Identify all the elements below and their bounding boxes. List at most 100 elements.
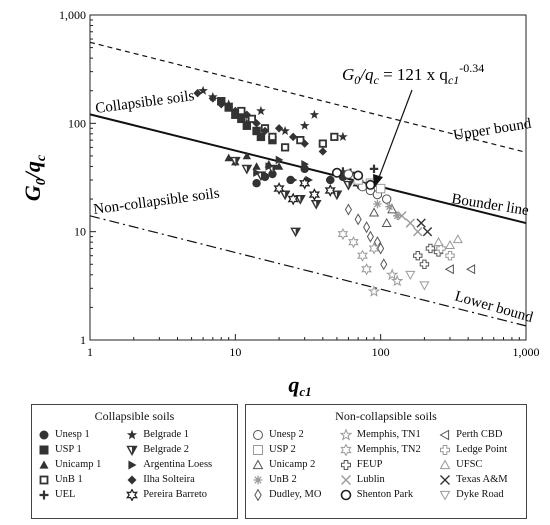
data-point [229, 156, 241, 167]
legend-item: Memphis, TN2 [340, 442, 433, 457]
legend-item-label: Dyke Road [456, 489, 504, 500]
legend-item: Dudley, MO [252, 487, 334, 502]
legend-item: FEUP [340, 457, 433, 472]
legend-marker [39, 430, 49, 439]
data-point [280, 143, 290, 152]
series-shenton-park [331, 167, 376, 190]
legend-item: USP 1 [38, 442, 120, 457]
legend-marker [254, 488, 262, 501]
legend-marker-icon [253, 475, 263, 484]
legend-item-label: Unesp 2 [269, 429, 304, 440]
data-point [324, 183, 336, 197]
legend-marker-icon [340, 489, 352, 500]
series-unb-1 [237, 106, 339, 152]
data-point [375, 183, 386, 194]
legend-item-label: Pereira Barreto [143, 489, 208, 500]
legend-marker-icon [39, 430, 49, 439]
data-point [361, 263, 372, 276]
legend-marker [128, 460, 137, 469]
series-belgrade-1 [198, 85, 348, 141]
legend-marker-icon [339, 428, 352, 441]
data-point [296, 136, 305, 145]
data-point [391, 274, 404, 287]
data-point [193, 88, 202, 98]
legend-marker [340, 489, 352, 500]
legend-item: Pereira Barreto [126, 487, 231, 502]
data-point [309, 109, 320, 119]
data-point [224, 103, 233, 112]
series-texas-a-m [416, 218, 433, 237]
legend-item-label: USP 1 [55, 444, 82, 455]
data-point [405, 218, 416, 228]
legend-marker-icon [127, 429, 138, 439]
legend-item-label: Unicamp 1 [55, 459, 102, 470]
data-point [466, 264, 476, 275]
data-point [280, 125, 290, 136]
data-point [338, 131, 348, 141]
series-lublin [397, 211, 423, 237]
data-point [416, 218, 426, 228]
equation-label: G0/qc = 121 x qc1-0.34 [342, 61, 484, 87]
legend-collapsible-title: Collapsible soils [94, 409, 175, 423]
y-tick-label: 1 [80, 333, 86, 347]
data-point [242, 121, 252, 130]
series-perth-cbd [444, 264, 476, 275]
series-ledge-point [436, 243, 455, 261]
data-point [452, 234, 463, 244]
series-unicamp-2 [368, 204, 398, 227]
data-point [344, 203, 352, 216]
data-point [337, 227, 349, 241]
legend-item: Unicamp 2 [252, 457, 334, 472]
data-point [287, 192, 299, 206]
data-point [363, 221, 371, 234]
data-point [256, 105, 266, 116]
legend-item-label: Texas A&M [456, 474, 508, 485]
lower-bound-line [89, 215, 527, 327]
legend-item: Belgrade 1 [126, 427, 231, 442]
data-point [308, 188, 321, 202]
legend-marker [39, 460, 49, 469]
data-point [255, 171, 267, 182]
equation-arrowhead [373, 174, 383, 188]
legend-item-label: Memphis, TN2 [356, 444, 421, 455]
legend-marker [39, 490, 49, 499]
data-point [419, 259, 430, 269]
series-dudley-mo [344, 203, 388, 271]
legend-item: UnB 1 [38, 472, 120, 487]
data-point [397, 211, 407, 221]
data-point [393, 211, 402, 221]
legend-marker [127, 429, 138, 439]
data-point [385, 202, 394, 211]
plot-frame [89, 14, 527, 341]
legend-marker-icon [254, 488, 262, 501]
data-points [193, 85, 476, 297]
legend-marker [340, 474, 351, 485]
legend-marker [253, 475, 263, 484]
data-point [444, 239, 456, 250]
legend-marker-icon [439, 458, 451, 469]
data-point [386, 268, 399, 281]
legend-marker [439, 458, 451, 469]
chart-svg: 1 10 100 1,000 1 10 100 1,000 G0/qc qc1 G0/qc =… [20, 8, 540, 399]
axis-ticks: 1 10 100 1,000 1 10 100 1,000 [59, 8, 540, 359]
data-point [242, 151, 252, 160]
x-tick-label: 1 [87, 345, 93, 359]
legend-item-label: Argentina Loess [143, 459, 213, 470]
data-point [367, 285, 381, 297]
legend-marker [39, 445, 49, 454]
data-point [368, 242, 380, 255]
data-point [300, 139, 309, 148]
y-tick-label: 1,000 [59, 8, 86, 22]
data-point [422, 226, 433, 237]
series-unb-2 [373, 199, 402, 221]
legend-marker-icon [252, 458, 264, 469]
legend-item: USP 2 [252, 442, 334, 457]
data-point [368, 207, 380, 217]
x-tick-label: 1,000 [513, 345, 540, 359]
legend-marker-icon [126, 445, 138, 456]
data-point [252, 126, 261, 136]
legend-marker [340, 459, 351, 470]
legend-item: Shenton Park [340, 487, 433, 502]
legend-marker [252, 458, 264, 469]
data-point [290, 227, 302, 238]
